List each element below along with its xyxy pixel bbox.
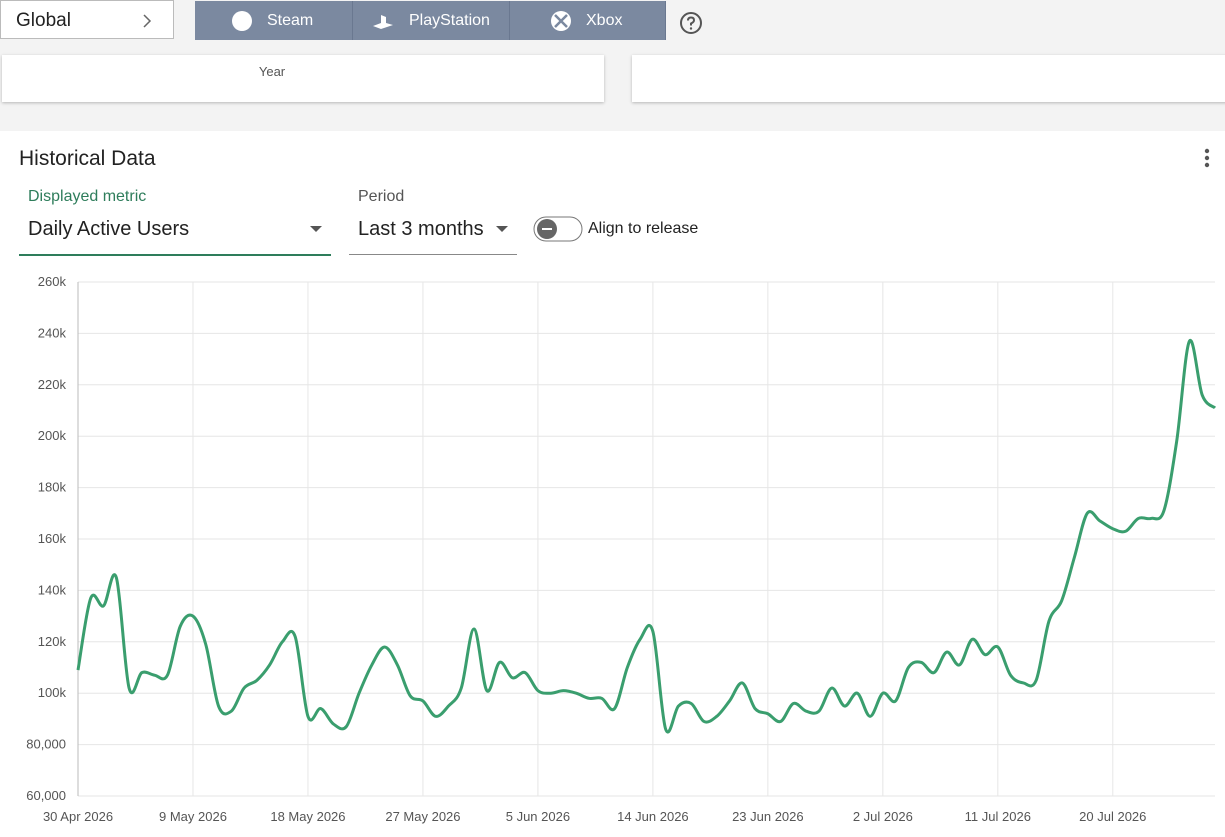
panel-title: Historical Data: [19, 147, 156, 170]
y-tick-label: 140k: [38, 582, 67, 597]
platform-label: Xbox: [586, 12, 623, 29]
summary-card: [632, 55, 1225, 102]
historical-panel: Historical Data Displayed metric Daily A…: [0, 131, 1225, 837]
scope-label: Global: [16, 10, 71, 31]
x-tick-label: 30 Apr 2026: [43, 809, 113, 824]
x-tick-label: 2 Jul 2026: [853, 809, 913, 824]
playstation-icon: [373, 15, 393, 29]
steam-button[interactable]: Steam: [195, 1, 353, 40]
x-tick-label: 14 Jun 2026: [617, 809, 689, 824]
metric-label: Displayed metric: [28, 188, 147, 205]
x-tick-label: 20 Jul 2026: [1079, 809, 1146, 824]
xbox-icon: [551, 11, 571, 31]
chart: 60,000 80,000 100k 120k 140k 160k 180k 200k 220k…: [26, 274, 1217, 824]
x-tick-label: 5 Jun 2026: [506, 809, 570, 824]
period-value: Last 3 months: [358, 218, 484, 240]
x-tick-label: 27 May 2026: [385, 809, 460, 824]
platform-label: PlayStation: [409, 12, 490, 29]
x-tick-label: 9 May 2026: [159, 809, 227, 824]
x-tick-label: 11 Jul 2026: [965, 809, 1031, 824]
metric-select[interactable]: Displayed metric Daily Active Users: [19, 187, 331, 256]
dropdown-arrow: [310, 226, 322, 232]
playstation-button[interactable]: PlayStation: [353, 1, 510, 40]
steam-icon: [232, 11, 252, 31]
y-tick-label: 100k: [38, 685, 67, 700]
y-tick-label: 200k: [38, 428, 67, 443]
period-select[interactable]: Period Last 3 months: [349, 187, 517, 255]
y-tick-label: 160k: [38, 531, 67, 546]
x-tick-label: 18 May 2026: [270, 809, 345, 824]
y-tick-label: 240k: [38, 325, 67, 340]
data-line: [76, 339, 1217, 734]
scope-selector[interactable]: Global: [0, 0, 174, 39]
xbox-button[interactable]: Xbox: [510, 1, 666, 40]
y-tick-label: 120k: [38, 634, 67, 649]
chevron: [143, 14, 152, 28]
menu-icon[interactable]: [1200, 147, 1214, 169]
period-label: Period: [358, 188, 405, 205]
y-tick-label: 80,000: [26, 737, 66, 752]
metric-value: Daily Active Users: [28, 218, 190, 240]
summary-card: Year: [2, 55, 604, 102]
toggle-label: Align to release: [588, 220, 699, 237]
y-tick-label: 260k: [38, 274, 67, 289]
help-icon[interactable]: [679, 11, 703, 35]
card-label: Year: [258, 64, 286, 79]
y-tick-label: 180k: [38, 480, 67, 495]
dropdown-arrow: [496, 226, 508, 232]
x-tick-label: 23 Jun 2026: [732, 809, 804, 824]
platform-label: Steam: [267, 12, 314, 29]
release-toggle[interactable]: [533, 215, 585, 243]
y-tick-label: 60,000: [26, 788, 66, 803]
y-tick-label: 220k: [38, 377, 67, 392]
